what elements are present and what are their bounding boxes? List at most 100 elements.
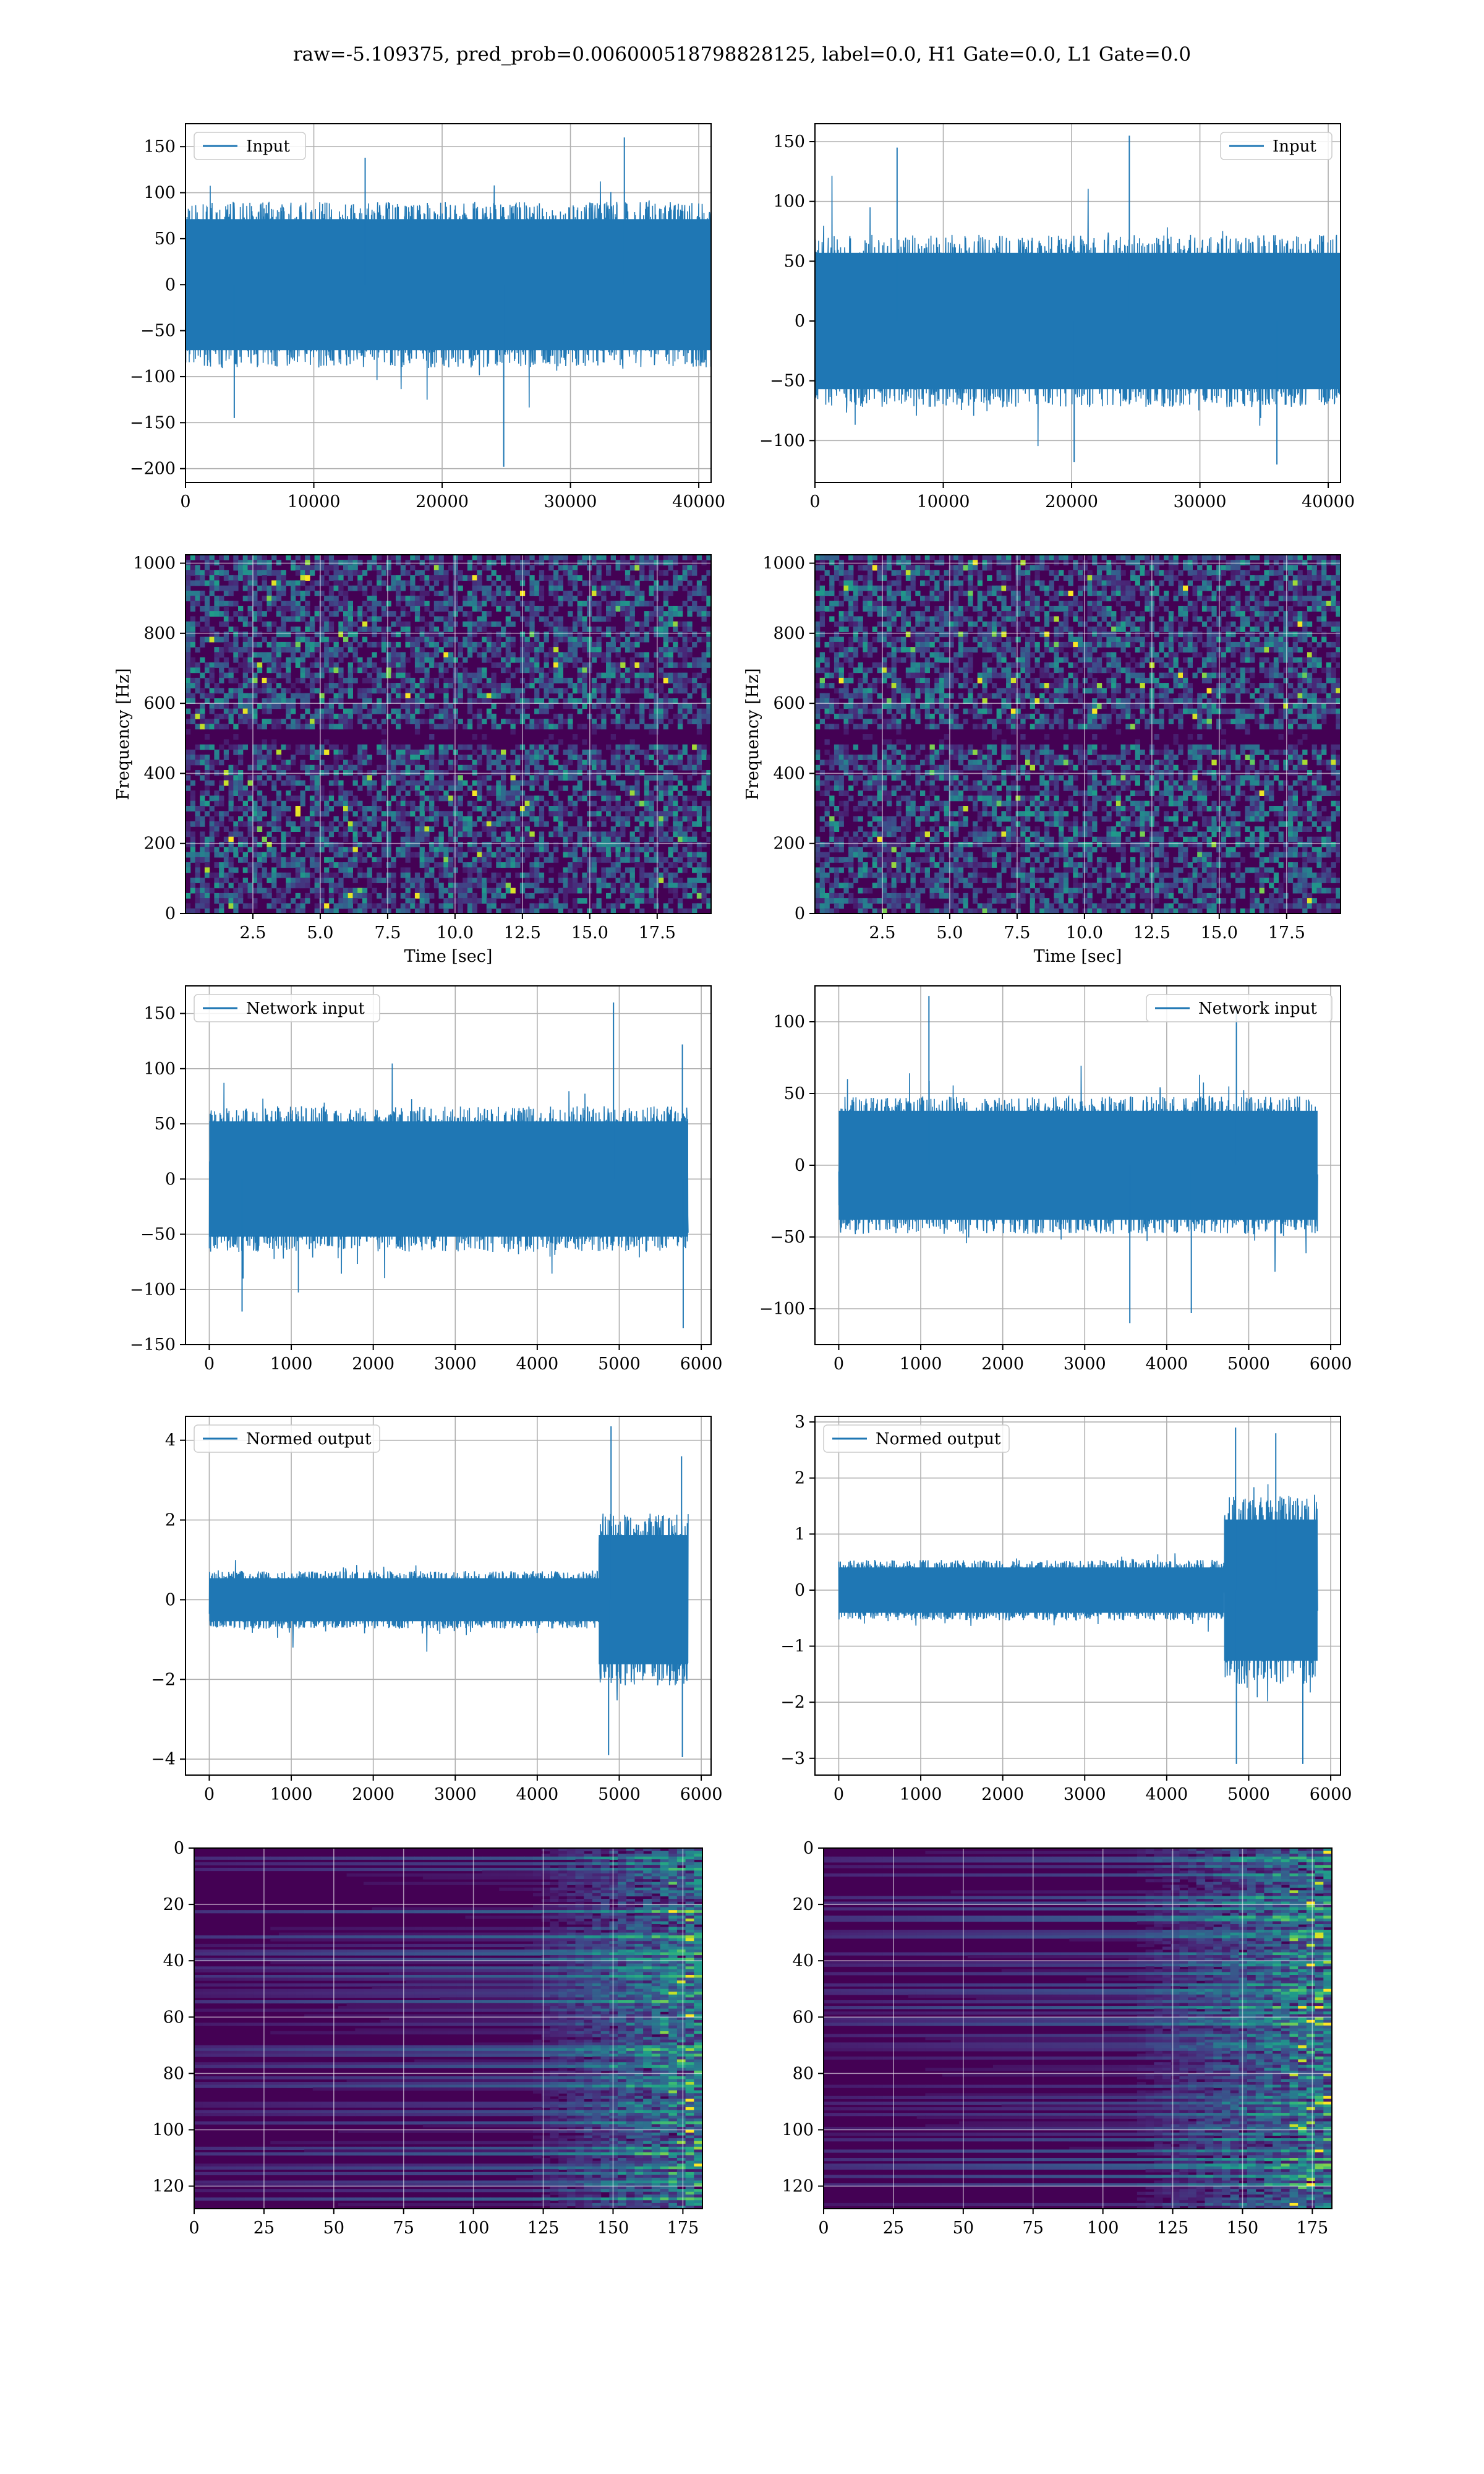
- row2-right-cell: [1006, 565, 1012, 571]
- row2-left-cell: [677, 672, 683, 678]
- row2-left-cell: [692, 795, 697, 802]
- row2-left-cell: [501, 892, 506, 899]
- row2-left-cell: [386, 862, 391, 868]
- row2-left-cell: [286, 780, 291, 786]
- row2-left-cell: [305, 719, 310, 724]
- row2-left-cell: [673, 611, 678, 617]
- row2-left-cell: [558, 908, 563, 914]
- row2-left-cell: [343, 601, 349, 607]
- row2-left-cell: [223, 739, 229, 745]
- row2-left-cell: [319, 811, 325, 817]
- row2-left-cell: [396, 631, 401, 638]
- row2-left-cell: [634, 836, 640, 842]
- row2-left-cell: [629, 898, 635, 904]
- row2-left-cell: [314, 580, 320, 586]
- row2-left-cell: [324, 857, 330, 863]
- row2-left-cell: [319, 749, 325, 755]
- row2-left-cell: [682, 831, 688, 837]
- row2-left-cell: [396, 591, 401, 596]
- row2-left-cell: [443, 703, 449, 709]
- row2-left-cell: [577, 883, 582, 889]
- row2-left-cell: [186, 641, 191, 648]
- row2-left-cell: [209, 806, 215, 811]
- row2-left-cell: [687, 591, 693, 596]
- row2-left-cell: [458, 847, 463, 853]
- row2-left-cell: [319, 836, 325, 842]
- row2-left-cell: [348, 606, 353, 612]
- row2-left-cell: [477, 852, 482, 858]
- row2-left-cell: [663, 555, 668, 560]
- row2-left-cell: [696, 878, 702, 883]
- row2-left-cell: [319, 575, 325, 581]
- row2-left-cell: [553, 831, 559, 837]
- row2-right-cell: [858, 565, 863, 571]
- row2-left-cell: [362, 903, 368, 909]
- row2-left-cell: [644, 780, 650, 786]
- row2-right-cell: [1211, 555, 1217, 560]
- row2-left-cell: [319, 627, 325, 632]
- row2-left-cell: [400, 693, 406, 699]
- row2-left-cell: [505, 636, 511, 643]
- row2-left-cell: [195, 591, 200, 596]
- row2-left-cell: [257, 724, 263, 730]
- row2-left-cell: [491, 570, 497, 576]
- row2-left-cell: [367, 842, 372, 847]
- row2-left-cell: [377, 555, 382, 560]
- row2-left-cell: [625, 816, 631, 822]
- row2-right-cell: [1059, 570, 1064, 576]
- row2-left-cell: [238, 719, 244, 724]
- row2-left-cell: [596, 883, 602, 889]
- row2-left-cell: [663, 831, 668, 837]
- row2-right-cell: [1269, 570, 1274, 576]
- row2-left-cell: [591, 688, 597, 694]
- row2-left-cell: [539, 764, 545, 771]
- row2-left-cell: [539, 872, 545, 878]
- row2-left-cell: [443, 755, 449, 760]
- row2-left-cell: [391, 631, 396, 638]
- row2-left-cell: [568, 862, 573, 868]
- row2-left-cell: [596, 560, 602, 566]
- row2-left-cell: [654, 852, 659, 858]
- row2-left-cell: [328, 892, 335, 899]
- row2-left-cell: [429, 677, 435, 683]
- row2-left-cell: [419, 892, 425, 899]
- row2-left-cell: [286, 760, 291, 766]
- row2-right-cell: [848, 570, 854, 576]
- row2-left-cell: [539, 555, 545, 560]
- row2-right-cell: [1001, 570, 1007, 576]
- row2-left-cell: [391, 652, 396, 658]
- row2-left-cell: [639, 621, 645, 627]
- row2-left-cell: [505, 591, 511, 596]
- row2-left-cell: [639, 800, 645, 807]
- row2-left-cell: [200, 744, 205, 750]
- row2-right-cell: [934, 560, 940, 566]
- row2-left-cell: [352, 892, 358, 899]
- row2-left-cell: [515, 790, 521, 796]
- row2-left-cell: [563, 842, 568, 847]
- row2-left-cell: [634, 596, 640, 602]
- row2-left-cell: [357, 749, 363, 755]
- row2-right-cell: [1092, 555, 1098, 560]
- row2-left-cell: [429, 719, 435, 724]
- row2-left-cell: [252, 775, 258, 781]
- row2-left-cell: [314, 903, 320, 909]
- row2-left-cell: [338, 580, 344, 586]
- row2-left-cell: [539, 878, 545, 883]
- row2-left-cell: [524, 892, 530, 899]
- row2-left-cell: [348, 693, 353, 699]
- row2-left-cell: [433, 806, 440, 811]
- row2-left-cell: [558, 800, 563, 807]
- row2-left-cell: [601, 591, 607, 596]
- row2-left-cell: [443, 636, 449, 643]
- row2-left-cell: [486, 631, 492, 638]
- row2-left-cell: [309, 775, 315, 781]
- row2-left-cell: [429, 693, 435, 699]
- row2-left-cell: [209, 560, 215, 566]
- row2-left-cell: [539, 719, 545, 724]
- row2-left-cell: [534, 878, 540, 883]
- row2-left-cell: [195, 872, 200, 878]
- row2-left-cell: [491, 898, 497, 904]
- row2-left-cell: [572, 580, 578, 586]
- row2-left-cell: [501, 883, 506, 889]
- row2-left-cell: [228, 857, 234, 863]
